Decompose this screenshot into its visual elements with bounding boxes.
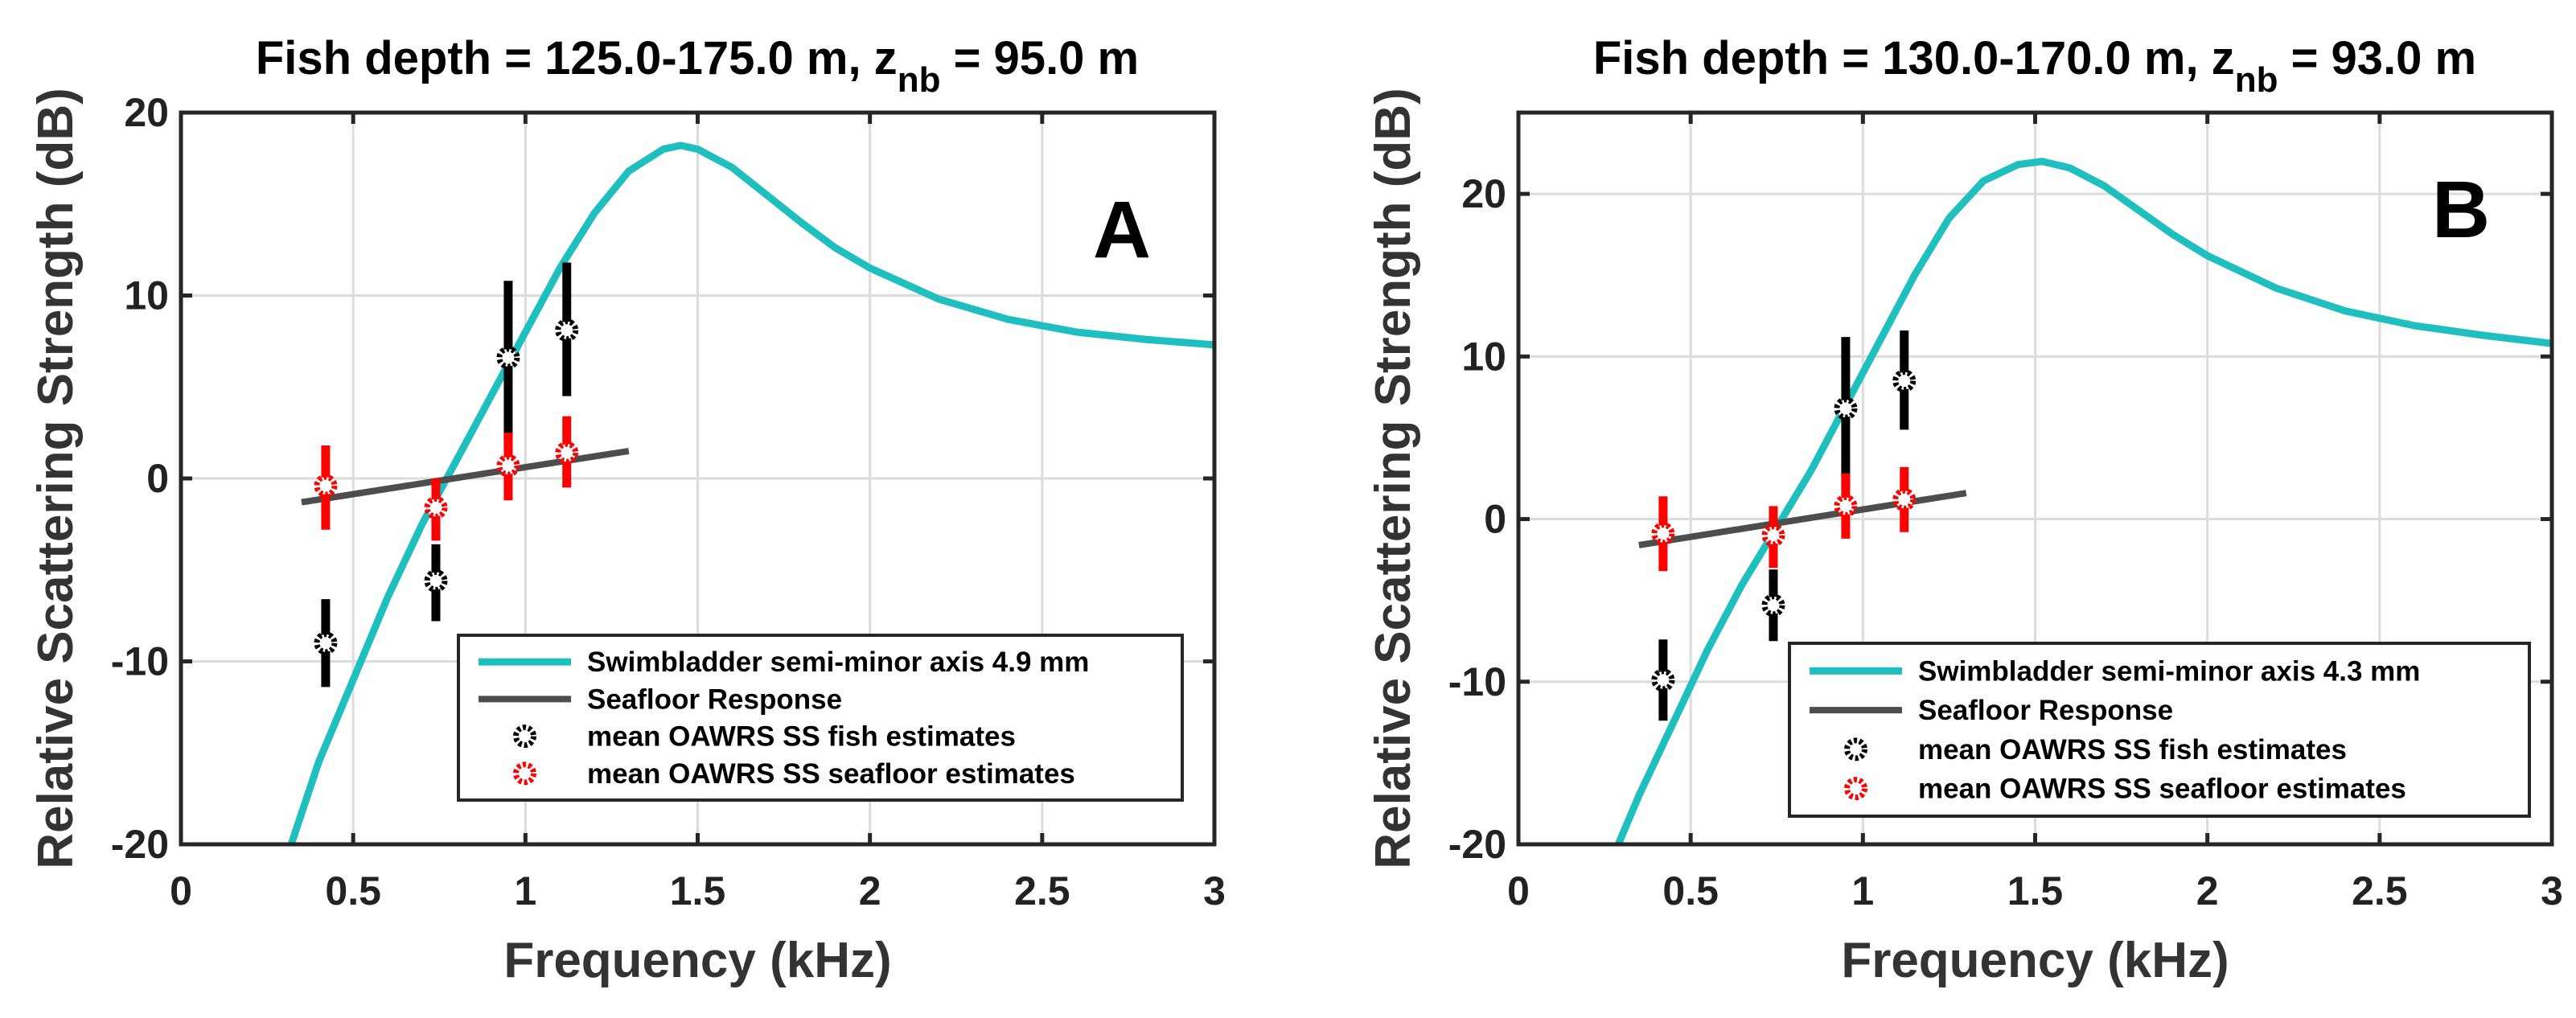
y-tick-label: -20 <box>111 822 169 867</box>
chart-title: Fish depth = 130.0-170.0 m, znb = 93.0 m <box>1593 32 2476 100</box>
fish-estimate-marker <box>1651 668 1675 692</box>
legend-marker-swatch <box>1844 737 1867 761</box>
fish-estimate-marker <box>314 631 338 655</box>
seafloor-estimate-marker <box>424 495 448 519</box>
y-tick-label: -10 <box>111 639 169 684</box>
fish-estimate-marker <box>555 318 579 343</box>
x-tick-label: 2 <box>2196 868 2219 913</box>
seafloor-estimate-marker <box>496 454 520 478</box>
legend-entry-label: mean OAWRS SS seafloor estimates <box>1918 774 2406 805</box>
seafloor-estimate-marker <box>1651 522 1675 546</box>
x-tick-label: 0.5 <box>1662 868 1719 913</box>
seafloor-response-line <box>301 447 630 506</box>
y-tick-label: 10 <box>1461 334 1506 379</box>
legend: Swimbladder semi-minor axis 4.9 mm Seaflo… <box>457 634 1184 802</box>
chart-panel-a: 0 0.5 1 1.5 2 2.5 3 -20 -10 0 10 20 Frequency (kHz) R… <box>28 32 1226 988</box>
swimbladder-curve <box>1615 158 2552 844</box>
legend-box <box>457 634 1184 802</box>
x-tick-label: 2 <box>859 868 881 913</box>
legend-entry-label: Swimbladder semi-minor axis 4.3 mm <box>1918 655 2420 687</box>
y-tick-label: 0 <box>1484 497 1506 542</box>
legend-entry-label: Swimbladder semi-minor axis 4.9 mm <box>587 647 1089 678</box>
x-tick-label: 1.5 <box>670 868 726 913</box>
swimbladder-curve <box>287 142 1214 844</box>
chart-panel-b: 0 0.5 1 1.5 2 2.5 3 -20 -10 0 10 20 Frequency (kHz) R… <box>1366 32 2563 988</box>
legend-marker-swatch <box>1844 777 1867 801</box>
legend-marker-swatch <box>513 761 536 786</box>
legend-entry-label: mean OAWRS SS fish estimates <box>587 721 1016 753</box>
ticks: 0 0.5 1 1.5 2 2.5 3 -20 -10 0 10 20 <box>111 90 1226 913</box>
fish-estimate-marker <box>424 569 448 593</box>
legend-entry-label: mean OAWRS SS fish estimates <box>1918 734 2347 766</box>
y-tick-label: 20 <box>124 90 169 135</box>
legend-entry-label: mean OAWRS SS seafloor estimates <box>587 758 1075 790</box>
x-tick-label: 2.5 <box>2352 868 2408 913</box>
seafloor-estimate-marker <box>1761 523 1785 548</box>
legend-entry-label: Seafloor Response <box>587 683 842 715</box>
legend-entry-label: Seafloor Response <box>1918 695 2173 726</box>
seafloor-estimate-marker <box>314 474 338 498</box>
y-tick-label: -20 <box>1448 822 1506 867</box>
seafloor-estimate-marker <box>1892 487 1917 511</box>
x-axis-label: Frequency (kHz) <box>1841 933 2229 988</box>
ticks: 0 0.5 1 1.5 2 2.5 3 -20 -10 0 10 20 <box>1448 113 2563 913</box>
y-tick-label: 0 <box>146 456 169 501</box>
x-axis-label: Frequency (kHz) <box>503 933 891 988</box>
seafloor-estimate-marker <box>1834 494 1858 518</box>
legend: Swimbladder semi-minor axis 4.3 mm Seaflo… <box>1788 642 2531 818</box>
x-tick-label: 0.5 <box>325 868 381 913</box>
y-tick-label: -10 <box>1448 659 1506 704</box>
fish-estimate-marker <box>1834 396 1858 421</box>
x-tick-label: 1.5 <box>2007 868 2064 913</box>
panel-letter: A <box>1093 185 1151 275</box>
plot-area <box>287 142 1214 844</box>
y-axis-label: Relative Scattering Strength (dB) <box>1366 88 1421 868</box>
panel-letter: B <box>2432 165 2490 255</box>
x-tick-label: 1 <box>514 868 536 913</box>
fish-estimate-marker <box>1892 369 1917 393</box>
x-tick-label: 3 <box>1203 868 1226 913</box>
x-tick-label: 2.5 <box>1014 868 1070 913</box>
x-tick-label: 1 <box>1851 868 1874 913</box>
plot-area <box>1615 158 2552 844</box>
chart-title: Fish depth = 125.0-175.0 m, znb = 95.0 m <box>256 32 1139 100</box>
fish-estimate-marker <box>496 346 520 370</box>
x-tick-label: 0 <box>170 868 192 913</box>
y-axis-label: Relative Scattering Strength (dB) <box>28 88 84 868</box>
y-tick-label: 10 <box>124 273 169 318</box>
x-tick-label: 0 <box>1507 868 1530 913</box>
fish-estimate-marker <box>1761 593 1785 618</box>
y-tick-label: 20 <box>1461 171 1506 216</box>
legend-marker-swatch <box>513 725 536 749</box>
seafloor-estimate-marker <box>555 441 579 465</box>
x-tick-label: 3 <box>2541 868 2563 913</box>
legend-box <box>1788 642 2531 818</box>
